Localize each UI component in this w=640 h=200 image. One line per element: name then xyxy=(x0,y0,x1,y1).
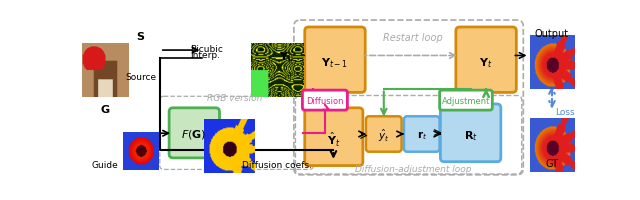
Text: Diffusion-adjustment loop: Diffusion-adjustment loop xyxy=(355,164,472,173)
FancyBboxPatch shape xyxy=(305,28,365,93)
Text: $F(\mathbf{G})$: $F(\mathbf{G})$ xyxy=(181,127,207,140)
FancyBboxPatch shape xyxy=(456,28,516,93)
Text: $\mathbf{Y}_0$: $\mathbf{Y}_0$ xyxy=(279,50,294,64)
Text: Guide: Guide xyxy=(92,160,118,169)
Text: $\mathbf{Y}_{t}$: $\mathbf{Y}_{t}$ xyxy=(479,55,493,69)
FancyBboxPatch shape xyxy=(404,117,440,152)
FancyBboxPatch shape xyxy=(440,104,501,162)
Text: Restart loop: Restart loop xyxy=(383,33,443,43)
FancyBboxPatch shape xyxy=(366,117,402,152)
Text: Diffusion: Diffusion xyxy=(306,96,344,105)
FancyBboxPatch shape xyxy=(305,108,363,166)
Text: $\mathbf{Y}_{t-1}$: $\mathbf{Y}_{t-1}$ xyxy=(321,55,349,69)
Text: Output: Output xyxy=(535,29,569,39)
Text: GT: GT xyxy=(545,158,559,168)
Text: $\mathbf{r}_t$: $\mathbf{r}_t$ xyxy=(417,129,427,141)
Text: Loss: Loss xyxy=(555,108,575,117)
Text: $\mathbf{G}$: $\mathbf{G}$ xyxy=(100,102,110,114)
Text: $\hat{\mathbf{Y}}_t$: $\hat{\mathbf{Y}}_t$ xyxy=(326,130,340,148)
Text: Diffusion coefs.: Diffusion coefs. xyxy=(242,160,312,169)
FancyBboxPatch shape xyxy=(169,108,220,158)
FancyBboxPatch shape xyxy=(303,91,348,111)
Text: Source: Source xyxy=(125,72,156,81)
FancyBboxPatch shape xyxy=(440,91,492,111)
Text: $\mathbf{R}_t$: $\mathbf{R}_t$ xyxy=(463,128,477,142)
Text: interp.: interp. xyxy=(190,51,220,60)
Text: $\mathbf{S}$: $\mathbf{S}$ xyxy=(136,30,145,42)
Text: Bicubic: Bicubic xyxy=(190,45,223,54)
Text: Adjustment: Adjustment xyxy=(442,96,490,105)
Text: $\hat{y}_t$: $\hat{y}_t$ xyxy=(378,127,390,143)
Text: RGB version: RGB version xyxy=(207,94,262,103)
